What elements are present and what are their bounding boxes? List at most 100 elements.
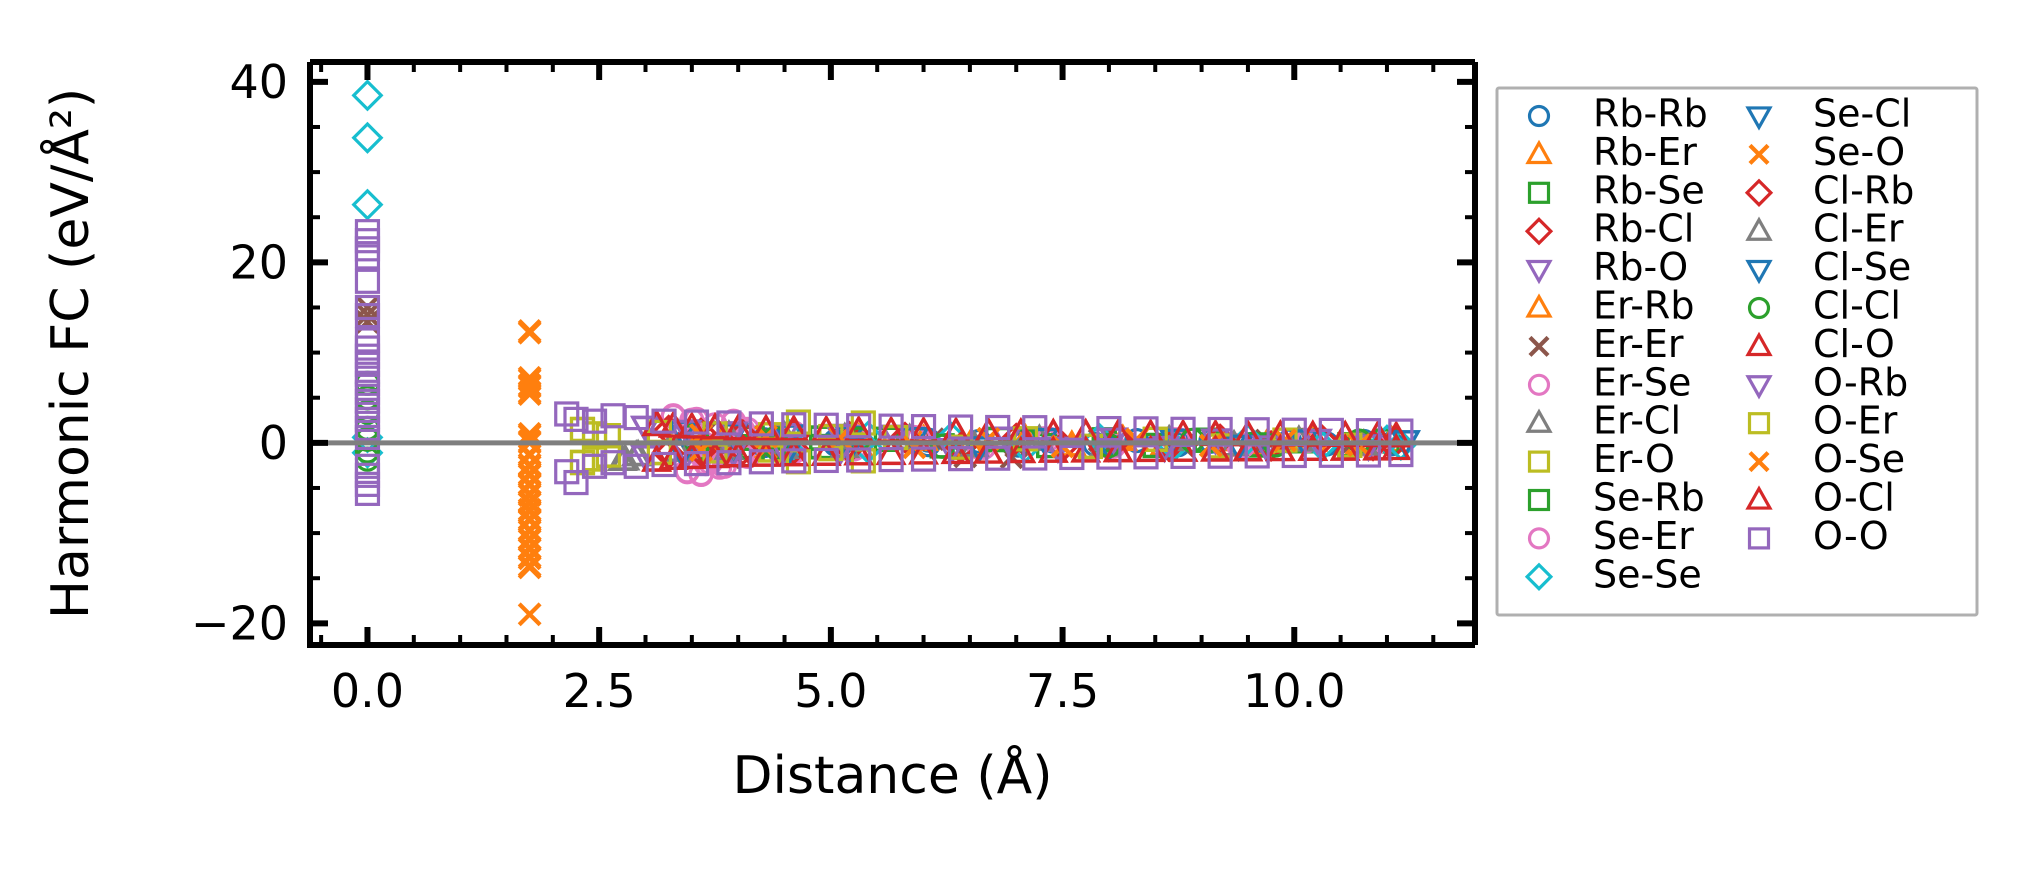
legend-marker-square-icon	[1527, 488, 1551, 512]
legend-item-er-o[interactable]: Er-O	[1527, 437, 1675, 481]
data-marker-square	[354, 244, 381, 270]
data-marker-square	[354, 335, 381, 361]
legend-item-label: Rb-Se	[1593, 168, 1705, 212]
y-axis-label: Harmonic FC (eV/Å²)	[39, 88, 101, 619]
legend-item-label: O-O	[1813, 514, 1889, 558]
legend-item-o-o[interactable]: O-O	[1747, 514, 1889, 558]
legend-item-er-se[interactable]: Er-Se	[1527, 360, 1692, 404]
legend-item-o-cl[interactable]: O-Cl	[1745, 476, 1895, 520]
legend-item-o-rb[interactable]: O-Rb	[1745, 360, 1908, 404]
legend-item-label: Rb-Rb	[1593, 92, 1708, 136]
data-marker-triangle-up	[722, 413, 754, 441]
legend-marker-triangle-up-icon	[1745, 485, 1773, 510]
legend-item-label: Cl-Se	[1813, 245, 1911, 289]
legend-item-er-er[interactable]: Er-Er	[1528, 322, 1684, 366]
legend-item-cl-er[interactable]: Cl-Er	[1745, 207, 1904, 251]
data-marker-x	[517, 382, 542, 407]
legend-marker-square-icon	[1527, 450, 1551, 473]
legend-marker-triangle-down-icon	[1745, 106, 1773, 131]
data-marker-triangle-up	[1005, 435, 1037, 463]
data-marker-diamond	[351, 79, 384, 112]
data-marker-square	[354, 424, 381, 451]
data-marker-square	[1133, 416, 1159, 442]
data-marker-square	[716, 410, 742, 436]
legend-item-se-rb[interactable]: Se-Rb	[1527, 476, 1705, 520]
data-marker-triangle-up	[722, 439, 754, 468]
legend-marker-x-icon	[1748, 451, 1770, 473]
axes-layer: 0.0 2.5 5.0 7.5 10.0 −20 0 20 40	[191, 55, 1478, 718]
legend-item-rb-cl[interactable]: Rb-Cl	[1524, 207, 1694, 251]
data-marker-square	[748, 411, 774, 437]
data-marker-x	[517, 320, 542, 345]
data-marker-square	[1059, 415, 1085, 441]
data-marker-x	[517, 374, 542, 399]
data-marker-square	[1022, 445, 1048, 471]
legend-item-se-o[interactable]: Se-O	[1748, 130, 1905, 174]
legend-item-er-rb[interactable]: Er-Rb	[1525, 284, 1694, 328]
data-marker-triangle-up	[622, 438, 654, 466]
series-o-o	[354, 219, 1414, 506]
legend-item-o-er[interactable]: O-Er	[1747, 399, 1898, 443]
data-marker-square	[948, 414, 974, 440]
data-marker-square	[813, 412, 839, 438]
data-marker-square	[985, 445, 1011, 471]
legend-box	[1495, 86, 1979, 617]
legend-item-o-se[interactable]: O-Se	[1748, 437, 1905, 481]
data-points-layer	[351, 79, 1421, 627]
data-marker-square	[1096, 444, 1122, 470]
data-marker-triangle-up	[778, 438, 810, 467]
data-marker-x	[517, 528, 542, 553]
data-marker-square	[651, 451, 677, 478]
legend-marker-diamond-icon	[1744, 178, 1774, 207]
legend-item-se-se[interactable]: Se-Se	[1524, 552, 1702, 596]
legend-item-er-cl[interactable]: Er-Cl	[1525, 399, 1681, 443]
legend-marker-triangle-up-icon	[1745, 331, 1773, 357]
data-marker-square	[1059, 444, 1085, 471]
legend-marker-circle-icon	[1747, 296, 1771, 320]
data-marker-square	[354, 268, 381, 294]
legend-item-cl-rb[interactable]: Cl-Rb	[1744, 168, 1914, 212]
data-marker-square	[623, 453, 649, 479]
data-marker-square	[354, 480, 381, 506]
legend-item-label: Se-Er	[1593, 514, 1694, 558]
legend-item-rb-o[interactable]: Rb-O	[1525, 245, 1688, 289]
legend-item-cl-se[interactable]: Cl-Se	[1745, 245, 1911, 289]
x-tick-label: 10.0	[1243, 664, 1345, 718]
data-marker-triangle-up	[1070, 434, 1102, 463]
legend-item-cl-o[interactable]: Cl-O	[1745, 322, 1895, 366]
legend-layer[interactable]: Rb-RbRb-ErRb-SeRb-ClRb-OEr-RbEr-ErEr-SeE…	[1495, 86, 1979, 617]
legend-item-cl-cl[interactable]: Cl-Cl	[1747, 284, 1901, 328]
legend-item-rb-er[interactable]: Rb-Er	[1525, 130, 1697, 174]
legend-item-se-er[interactable]: Se-Er	[1527, 514, 1695, 558]
legend-marker-square-icon	[1527, 181, 1551, 204]
legend-item-label: Er-Cl	[1593, 399, 1681, 443]
data-marker-square	[623, 404, 649, 431]
legend-item-label: Se-Rb	[1593, 476, 1705, 520]
data-marker-x	[517, 443, 542, 468]
data-marker-x	[517, 491, 542, 516]
data-marker-x	[517, 473, 542, 498]
data-marker-square	[948, 446, 974, 472]
data-marker-x	[517, 499, 542, 524]
legend-item-se-cl[interactable]: Se-Cl	[1745, 92, 1911, 136]
data-marker-triangle-up	[657, 442, 689, 470]
legend-marker-diamond-icon	[1524, 562, 1554, 591]
legend-item-label: O-Rb	[1813, 360, 1908, 404]
data-marker-square	[354, 302, 381, 329]
data-marker-x	[355, 302, 380, 327]
legend-marker-triangle-up-icon	[1525, 293, 1553, 318]
legend-item-label: O-Cl	[1813, 476, 1895, 520]
legend-marker-triangle-up-icon	[1525, 408, 1553, 433]
data-marker-square	[683, 409, 710, 435]
data-marker-square	[878, 413, 904, 439]
data-marker-diamond	[1000, 422, 1033, 455]
data-marker-triangle-up	[1362, 419, 1394, 448]
legend-item-rb-se[interactable]: Rb-Se	[1527, 168, 1705, 212]
data-marker-square	[563, 406, 589, 432]
data-marker-triangle-up	[1362, 432, 1394, 461]
legend-marker-triangle-down-icon	[1745, 375, 1773, 400]
data-marker-square	[1170, 416, 1196, 442]
data-marker-diamond	[351, 121, 384, 154]
legend-item-rb-rb[interactable]: Rb-Rb	[1527, 92, 1708, 136]
